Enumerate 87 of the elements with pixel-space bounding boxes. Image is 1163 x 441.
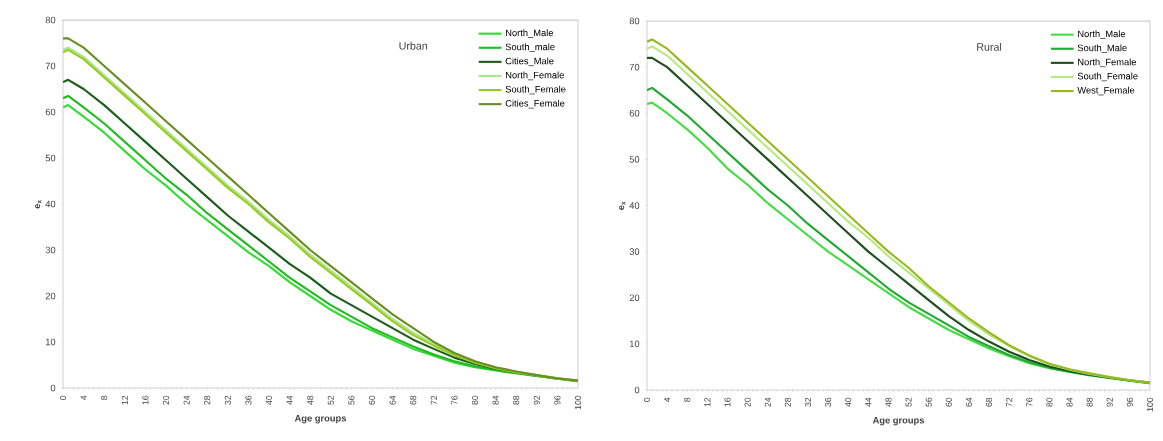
x-tick-label: 64 <box>389 395 396 405</box>
text: Urban <box>399 41 428 50</box>
legend-label: North_Female <box>506 71 564 81</box>
legend-label: South_Female <box>1077 72 1138 82</box>
y-axis-title: e$_{x}$ <box>35 199 42 209</box>
legend-label: North_Female <box>1078 58 1137 68</box>
x-tick-label: 8 <box>101 395 108 400</box>
y-tick-label: 60 <box>45 108 56 116</box>
x-tick-label: 60 <box>945 397 952 407</box>
y-tick-label: 20 <box>45 292 56 300</box>
x-tick-label: 96 <box>554 395 561 405</box>
x-tick-label: 16 <box>724 397 731 407</box>
legend-label: Cities_Male <box>505 57 554 67</box>
text: Rural <box>977 42 1002 51</box>
y-tick-label: 50 <box>45 154 56 162</box>
x-tick-label: 80 <box>1046 397 1053 407</box>
x-tick-label: 32 <box>224 395 231 405</box>
y-tick-label: 30 <box>629 248 640 255</box>
x-tick-label: 76 <box>1026 397 1033 407</box>
legend-label: Cities_Female <box>505 99 565 109</box>
legend-label: South_Female <box>505 85 566 95</box>
x-tick-label: 4 <box>664 397 671 402</box>
x-tick-label: 12 <box>121 395 128 405</box>
legend-label: South_male <box>505 43 555 52</box>
x-tick-label: 64 <box>965 397 972 407</box>
y-tick-label: 10 <box>629 340 640 348</box>
x-tick-label: 88 <box>513 395 520 405</box>
x-tick-label: 4 <box>80 395 87 400</box>
x-tick-label: 40 <box>845 397 852 407</box>
x-tick-label: 84 <box>1066 397 1073 407</box>
legend-label: West_Female <box>1077 86 1135 96</box>
x-tick-label: 88 <box>1086 397 1093 407</box>
y-tick-label: 40 <box>629 202 640 209</box>
x-tick-label: 28 <box>204 395 211 405</box>
x-tick-label: 0 <box>643 397 651 402</box>
x-axis-title: Age groups <box>872 416 925 426</box>
y-tick-label: 80 <box>45 16 56 24</box>
x-tick-label: 16 <box>142 395 149 405</box>
x-tick-label: 40 <box>265 395 273 405</box>
y-tick-label: 20 <box>629 294 640 302</box>
y-tick-label: 0 <box>634 386 640 394</box>
y-tick-label: 30 <box>45 246 56 254</box>
y-tick-label: 70 <box>45 62 56 70</box>
x-tick-label: 56 <box>925 397 932 407</box>
x-tick-label: 32 <box>804 397 812 407</box>
x-tick-label: 24 <box>183 395 190 405</box>
x-tick-label: 52 <box>905 397 912 407</box>
y-tick-label: 10 <box>45 338 56 346</box>
x-tick-label: 20 <box>744 397 751 407</box>
x-tick-label: 96 <box>1126 397 1133 407</box>
x-axis-title: Age groups <box>294 414 347 424</box>
legend-label: North_Male <box>506 29 554 38</box>
y-tick-label: 40 <box>45 200 56 208</box>
legend-label: South_Male <box>1077 44 1127 53</box>
x-tick-label: 60 <box>368 395 376 405</box>
x-tick-label: 84 <box>492 395 499 405</box>
x-tick-label: 48 <box>307 395 314 405</box>
y-tick-label: 70 <box>629 63 640 71</box>
x-tick-label: 76 <box>451 395 458 405</box>
x-tick-label: 20 <box>162 395 170 405</box>
x-tick-label: 44 <box>865 397 872 407</box>
x-tick-label: 68 <box>410 395 417 405</box>
x-tick-label: 72 <box>1006 397 1013 407</box>
y-tick-label: 60 <box>629 109 640 117</box>
y-axis-title: e$_{x}$ <box>619 201 626 210</box>
legend-label: North_Male <box>1078 30 1126 39</box>
x-tick-label: 8 <box>684 397 691 402</box>
x-tick-label: 100 <box>574 395 582 410</box>
x-tick-label: 92 <box>1106 397 1113 407</box>
x-tick-label: 92 <box>533 395 540 405</box>
x-tick-label: 72 <box>430 395 437 405</box>
x-tick-label: 0 <box>59 395 67 400</box>
x-tick-label: 56 <box>348 395 355 405</box>
x-tick-label: 36 <box>245 395 252 405</box>
x-tick-label: 12 <box>704 397 711 407</box>
x-tick-label: 44 <box>286 395 293 405</box>
y-tick-label: 0 <box>50 384 56 392</box>
x-tick-label: 68 <box>985 397 993 407</box>
x-tick-label: 24 <box>764 397 771 407</box>
x-tick-label: 48 <box>885 397 892 407</box>
x-tick-label: 36 <box>825 397 832 407</box>
x-tick-label: 80 <box>471 395 479 405</box>
x-tick-label: 52 <box>327 395 334 405</box>
x-tick-label: 100 <box>1146 397 1154 412</box>
y-tick-label: 80 <box>629 17 640 25</box>
x-tick-label: 28 <box>784 397 791 407</box>
y-tick-label: 50 <box>629 156 640 163</box>
